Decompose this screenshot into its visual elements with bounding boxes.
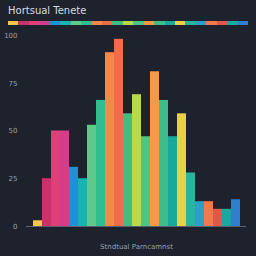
svg-text:25: 25 <box>9 175 18 183</box>
svg-text:100: 100 <box>4 32 17 40</box>
html-text:Hortsual Tenete: Hortsual Tenete <box>8 5 87 16</box>
svg-text:0: 0 <box>13 223 17 231</box>
svg-text:75: 75 <box>9 79 18 87</box>
svg-text:50: 50 <box>9 127 18 135</box>
svg-text:Stndtual Parncamnst: Stndtual Parncamnst <box>100 243 173 251</box>
